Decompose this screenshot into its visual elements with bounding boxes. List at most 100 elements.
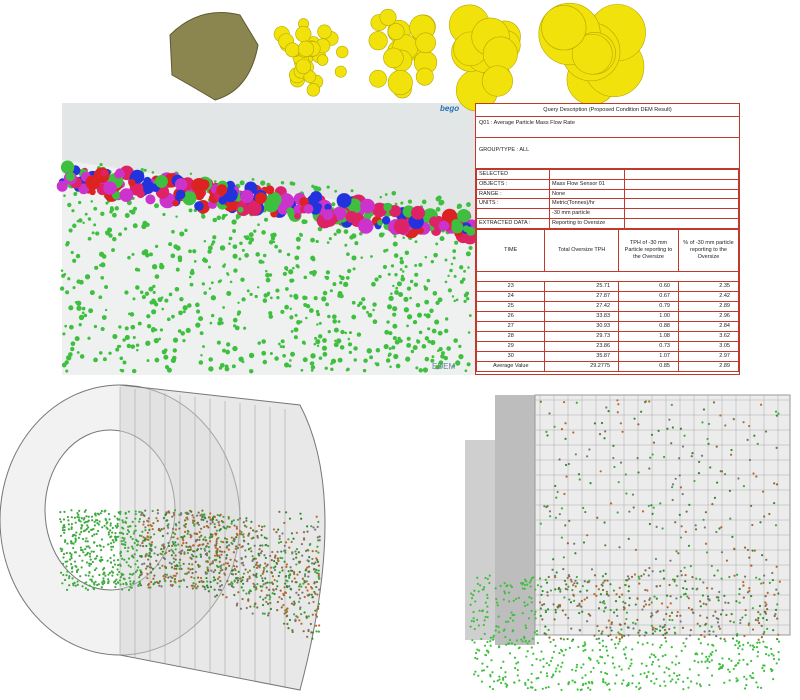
bulk-particle (188, 548, 192, 552)
bulk-particle (235, 525, 238, 528)
fine-particle (361, 305, 367, 310)
bulk-particle (70, 557, 73, 560)
bulk-particle (240, 580, 243, 583)
bulk-particle (270, 566, 273, 569)
bulk-particle (215, 518, 218, 522)
screen-particle (502, 598, 505, 601)
bulk-particle (99, 545, 102, 548)
cell: 29.73 (544, 331, 620, 342)
fine-particle (433, 252, 438, 258)
fine-particle (81, 311, 85, 315)
fine-particle (99, 162, 103, 167)
bulk-particle (194, 570, 197, 574)
bulk-particle (102, 579, 105, 582)
screen-particle (645, 674, 649, 678)
bulk-particle (97, 513, 100, 516)
bulk-particle (316, 545, 319, 548)
bulk-particle (200, 518, 203, 521)
bulk-particle (63, 523, 66, 527)
bulk-particle (186, 551, 190, 555)
bulk-particle (288, 596, 292, 599)
screen-particle (668, 583, 671, 587)
bulk-particle (295, 531, 298, 534)
fine-particle (352, 267, 356, 271)
fine-particle (378, 232, 385, 238)
screen-particle (700, 633, 703, 637)
fine-particle (261, 339, 266, 344)
screen-particle (632, 627, 635, 630)
bulk-particle (291, 629, 294, 632)
screen-particle (694, 528, 698, 531)
screen-particle (777, 412, 780, 415)
screen-particle (586, 620, 589, 623)
screen-particle (702, 518, 705, 521)
fine-particle (316, 312, 321, 317)
bulk-particle (59, 571, 63, 574)
bulk-particle (186, 532, 189, 535)
fine-particle (224, 364, 229, 369)
table-title: Query Description (Proposed Condition DE… (476, 104, 739, 117)
bulk-particle (113, 563, 117, 566)
bulk-particle (294, 581, 297, 584)
bulk-particle (61, 562, 65, 565)
info-row: UNITS : Metric(Tonnes)/hr (476, 198, 739, 210)
bulk-particle (192, 544, 195, 547)
fine-particle (441, 351, 445, 355)
screen-particle (675, 655, 678, 658)
fine-particle (249, 237, 255, 243)
screen-particle (491, 638, 495, 641)
cell: 25 (475, 301, 546, 312)
bulk-particle (202, 518, 205, 522)
screen-particle (627, 585, 631, 588)
bulk-particle (311, 637, 314, 640)
screen-particle (542, 657, 545, 661)
bulk-particle (83, 521, 86, 524)
screen-particle (545, 672, 549, 675)
bulk-particle (261, 544, 264, 547)
fine-particle (84, 274, 91, 280)
bulk-particle (123, 577, 126, 581)
info-row: -30 mm particle (476, 208, 739, 220)
screen-particle (710, 587, 714, 590)
fine-particle (149, 252, 153, 257)
screen-particle (768, 512, 771, 516)
bulk-particle (71, 577, 74, 580)
fine-particle (264, 269, 268, 273)
bulk-particle (248, 589, 252, 592)
bulk-particle (142, 536, 145, 539)
screen-particle (659, 625, 662, 628)
fine-particle (198, 316, 204, 322)
screen-particle (650, 433, 654, 436)
bulk-particle (280, 550, 283, 553)
screen-particle (748, 556, 751, 559)
screen-particle (696, 622, 699, 625)
bulk-particle (189, 536, 192, 539)
bulk-particle (110, 548, 113, 551)
bulk-particle (263, 554, 266, 557)
bulk-particle (254, 586, 258, 589)
screen-particle (771, 571, 774, 575)
bulk-particle (273, 578, 276, 582)
bulk-particle (78, 509, 81, 512)
bulk-particle (286, 622, 289, 626)
screen-particle (609, 626, 612, 629)
fine-particle (432, 291, 437, 296)
screen-particle (655, 597, 658, 600)
screen-particle (710, 674, 714, 677)
fine-particle (141, 250, 147, 256)
bulk-particle (255, 561, 259, 564)
bulk-particle (172, 511, 175, 514)
fine-particle (330, 367, 334, 372)
fine-particle (430, 358, 435, 363)
fine-particle (143, 168, 147, 172)
bulk-particle (237, 591, 240, 594)
bulk-particle (111, 539, 114, 542)
bulk-particle (127, 525, 130, 528)
bulk-particle (195, 555, 198, 558)
sphere (334, 65, 347, 78)
coarse-particle (286, 207, 294, 215)
bulk-particle (168, 549, 171, 553)
screen-particle (473, 673, 476, 676)
bulk-particle (132, 556, 135, 559)
fine-particle (93, 324, 98, 329)
